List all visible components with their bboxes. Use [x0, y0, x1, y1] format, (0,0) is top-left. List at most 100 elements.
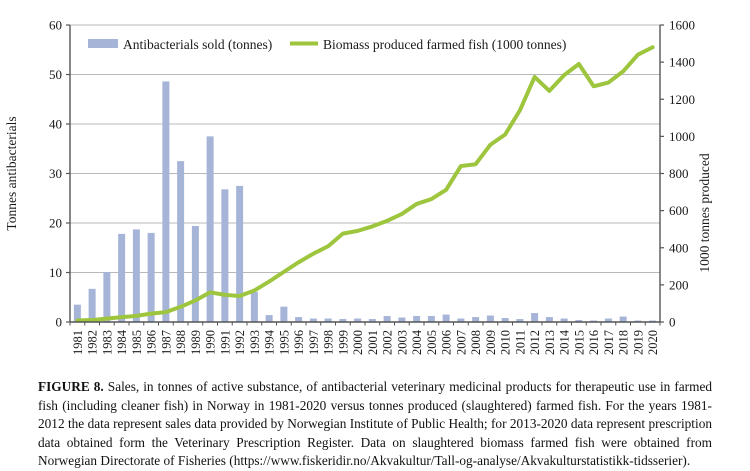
x-tick-label: 1981 — [71, 330, 85, 355]
chart-canvas: 0102030405060020040060080010001200140016… — [4, 18, 712, 356]
x-tick-label: 2015 — [572, 330, 586, 355]
bar-1991 — [221, 189, 229, 322]
x-tick-label: 1989 — [189, 330, 203, 355]
bar-2005 — [427, 316, 435, 322]
bar-2015 — [575, 320, 583, 322]
left-axis-title: Tonnes antibacterials — [4, 116, 19, 230]
bar-2020 — [649, 320, 657, 322]
left-tick-label: 0 — [56, 315, 63, 330]
bar-2008 — [472, 317, 480, 322]
figure-caption: FIGURE 8. Sales, in tonnes of active sub… — [0, 378, 750, 471]
right-tick-label: 800 — [669, 166, 689, 181]
bar-1999 — [339, 319, 347, 322]
x-tick-label: 1999 — [336, 330, 350, 355]
bar-2003 — [398, 317, 406, 322]
y-axis-right: 0 200 400 600 800 1000 1200 1400 1600 — [660, 18, 695, 330]
bar-1985 — [132, 229, 140, 322]
left-tick-label: 30 — [49, 166, 62, 181]
bar-1981 — [73, 304, 81, 322]
bar-1994 — [265, 315, 273, 322]
bar-2016 — [590, 320, 598, 322]
x-tick-label: 1997 — [307, 330, 321, 355]
x-tick-label: 1998 — [322, 330, 336, 355]
right-tick-label: 400 — [669, 240, 689, 255]
x-tick-label: 2003 — [395, 330, 409, 355]
right-tick-label: 1600 — [669, 18, 695, 33]
bar-2017 — [604, 318, 612, 322]
gridlines — [70, 24, 660, 273]
left-tick-label: 20 — [49, 216, 62, 231]
right-tick-label: 200 — [669, 277, 689, 292]
bar-2013 — [545, 317, 553, 322]
x-tick-label: 2006 — [440, 330, 454, 355]
x-tick-label: 1990 — [204, 330, 218, 355]
left-tick-label: 60 — [49, 18, 62, 33]
bar-1997 — [309, 318, 317, 322]
x-tick-label: 1995 — [277, 330, 291, 355]
x-tick-label: 2009 — [484, 330, 498, 355]
y-axis-left: 0 10 20 30 40 50 60 — [49, 18, 70, 330]
right-tick-label: 1200 — [669, 92, 695, 107]
left-tick-label: 40 — [49, 117, 62, 132]
right-tick-label: 1000 — [669, 129, 695, 144]
bar-2001 — [368, 319, 376, 322]
x-tick-label: 2012 — [528, 330, 542, 355]
bar-2018 — [619, 316, 627, 322]
bar-2009 — [486, 315, 494, 322]
x-tick-label: 2013 — [543, 330, 557, 355]
x-tick-label: 1987 — [159, 330, 173, 355]
x-tick-label: 2018 — [617, 330, 631, 355]
legend-bar-swatch — [88, 39, 118, 48]
legend-bar-label: Antibacterials sold (tonnes) — [123, 37, 272, 52]
x-tick-label: 1986 — [145, 330, 159, 355]
x-tick-label: 2020 — [646, 330, 660, 355]
x-tick-label: 2005 — [425, 330, 439, 355]
x-tick-label: 2016 — [587, 330, 601, 355]
x-tick-label: 2019 — [631, 330, 645, 355]
bar-1982 — [88, 288, 96, 322]
bar-2014 — [560, 318, 568, 322]
x-tick-label: 1982 — [86, 330, 100, 355]
bar-1984 — [118, 233, 126, 322]
bar-1986 — [147, 232, 155, 322]
bar-2010 — [501, 318, 509, 322]
bar-1989 — [191, 225, 199, 322]
bar-2007 — [457, 318, 465, 322]
figure-caption-text: Sales, in tonnes of active substance, of… — [38, 379, 712, 469]
bar-1996 — [295, 317, 303, 322]
right-tick-label: 1400 — [669, 55, 695, 70]
x-tick-label: 2007 — [454, 330, 468, 355]
bar-2002 — [383, 316, 391, 322]
x-tick-label: 1993 — [248, 330, 262, 355]
x-tick-label: 2002 — [381, 330, 395, 355]
bar-2019 — [634, 320, 642, 322]
right-axis-title: 1000 tonnes produced — [697, 153, 712, 272]
left-tick-label: 50 — [49, 67, 62, 82]
bar-2004 — [413, 316, 421, 322]
x-tick-label: 1994 — [263, 329, 277, 355]
x-tick-label: 1992 — [233, 330, 247, 355]
bar-1990 — [206, 136, 214, 322]
bar-1993 — [250, 291, 258, 322]
bar-1995 — [280, 306, 288, 322]
x-tick-label: 2011 — [513, 330, 527, 355]
left-tick-label: 10 — [49, 265, 62, 280]
right-tick-label: 600 — [669, 203, 689, 218]
bar-2006 — [442, 314, 450, 322]
bar-2000 — [354, 318, 362, 322]
x-tick-label: 2014 — [558, 329, 572, 355]
x-tick-label: 1985 — [130, 330, 144, 355]
x-tick-label: 2004 — [410, 329, 424, 355]
x-tick-label: 1991 — [218, 330, 232, 355]
bar-1992 — [236, 185, 244, 322]
x-tick-label: 1983 — [100, 330, 114, 355]
x-tick-label: 2008 — [469, 330, 483, 355]
bar-2012 — [531, 313, 539, 322]
x-tick-label: 1996 — [292, 330, 306, 355]
x-tick-label: 2001 — [366, 330, 380, 355]
right-tick-label: 0 — [669, 315, 676, 330]
bar-1988 — [177, 161, 185, 322]
bar-1998 — [324, 318, 332, 322]
x-tick-label: 1984 — [115, 329, 129, 355]
